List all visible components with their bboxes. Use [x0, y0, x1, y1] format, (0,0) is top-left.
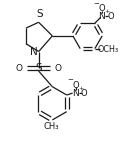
- Text: N: N: [30, 47, 38, 57]
- Text: CH₃: CH₃: [44, 122, 59, 131]
- Text: −: −: [67, 77, 73, 83]
- Text: O: O: [72, 81, 79, 90]
- Text: S: S: [35, 63, 42, 73]
- Text: +: +: [78, 86, 83, 91]
- Text: N: N: [98, 12, 105, 21]
- Text: N: N: [72, 89, 79, 98]
- Text: O: O: [98, 4, 105, 13]
- Text: O: O: [81, 89, 88, 98]
- Text: O: O: [16, 64, 23, 73]
- Text: S: S: [36, 9, 43, 19]
- Text: −: −: [93, 1, 99, 7]
- Text: +: +: [104, 9, 109, 14]
- Text: OCH₃: OCH₃: [98, 45, 119, 54]
- Text: O: O: [55, 64, 62, 73]
- Text: O: O: [107, 12, 114, 21]
